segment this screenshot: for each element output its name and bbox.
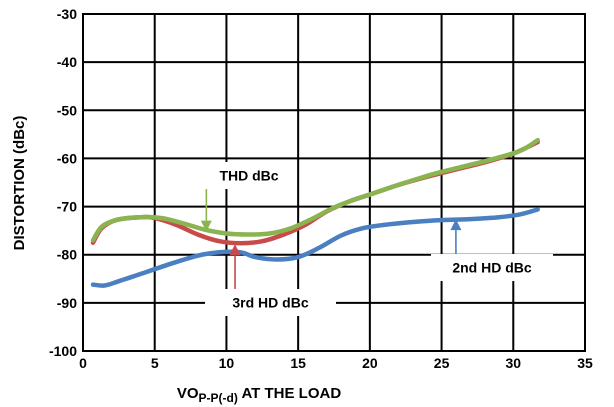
x-tick-label: 25	[434, 355, 450, 371]
x-tick-label: 20	[362, 355, 378, 371]
y-tick-label: -70	[57, 199, 77, 215]
series-line-thd-dbc	[90, 137, 540, 243]
annotation-box	[203, 162, 295, 189]
x-axis-label-rest: AT THE LOAD	[238, 385, 341, 402]
annotation-arrowhead	[200, 220, 212, 232]
annotation-label: 3rd HD dBc	[232, 295, 308, 311]
annotation-label: THD dBc	[219, 168, 278, 184]
x-tick-label: 15	[290, 355, 306, 371]
series-line-3rd-hd-dbc	[90, 139, 540, 246]
y-tick-label: -60	[57, 150, 77, 166]
series-line-2nd-hd-dbc	[90, 207, 540, 288]
x-tick-label: 30	[505, 355, 521, 371]
x-tick-label: 5	[151, 355, 159, 371]
y-tick-label: -50	[57, 102, 77, 118]
tick-labels: 0 5 10 15 20 25 30 35 -30 -40 -50 -60 -70 -80 -90 -100	[49, 6, 593, 371]
x-tick-label: 35	[577, 355, 593, 371]
annotation-label: 2nd HD dBc	[452, 260, 532, 276]
annotation-arrowhead	[229, 244, 241, 256]
y-tick-label: -80	[57, 247, 77, 263]
annotations: THD dBc 3rd HD dBc 2nd HD dBc	[200, 162, 553, 316]
x-axis-label: VOP-P(-d) AT THE LOAD	[177, 385, 342, 405]
x-tick-label: 0	[79, 355, 87, 371]
annotation-arrowhead	[450, 219, 462, 231]
y-tick-label: -90	[57, 295, 77, 311]
plot-frame	[82, 13, 586, 352]
annotation-box	[431, 254, 553, 281]
y-tick-label: -30	[57, 6, 77, 22]
x-axis-label-subscript: P-P(-d)	[199, 391, 238, 405]
x-axis-label-main: VO	[177, 385, 199, 402]
y-axis-label: DISTORTION (dBc)	[11, 116, 28, 251]
y-tick-label: -100	[49, 343, 77, 359]
y-tick-label: -40	[57, 54, 77, 70]
series-layer	[90, 137, 540, 288]
annotation-box	[205, 289, 336, 316]
x-tick-label: 10	[219, 355, 235, 371]
